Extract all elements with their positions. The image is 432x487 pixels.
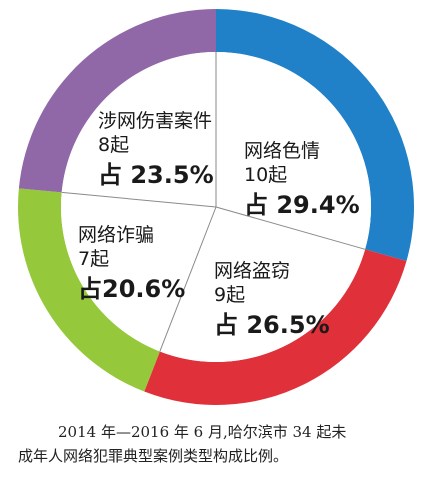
caption-line-1: 2014 年—2016 年 6 月,哈尔滨市 34 起未	[58, 423, 347, 441]
donut-slice	[17, 188, 160, 392]
count-label: 10起	[244, 163, 288, 186]
donut-slice	[144, 249, 407, 406]
slice-divider	[159, 206, 217, 352]
percent-label: 占 26.5%	[214, 310, 330, 339]
donut-slice	[216, 9, 414, 262]
category-label: 网络色情	[244, 140, 321, 162]
figure-caption: 2014 年—2016 年 6 月,哈尔滨市 34 起未 成年人网络犯罪典型案例…	[18, 420, 418, 468]
count-label: 7起	[78, 247, 110, 270]
donut-chart: 网络色情 10起 占 29.4% 网络盗窃 9起 占 26.5% 网络诈骗 7起…	[17, 9, 414, 406]
donut-slice	[18, 9, 217, 193]
percent-label: 占 23.5%	[98, 160, 214, 189]
slice-divider	[61, 191, 217, 208]
count-label: 8起	[98, 133, 130, 156]
label-network-fraud: 网络诈骗 7起 占20.6%	[78, 224, 185, 304]
caption-line-2: 成年人网络犯罪典型案例类型构成比例。	[18, 447, 289, 465]
count-label: 9起	[214, 283, 246, 306]
percent-label: 占20.6%	[78, 274, 186, 303]
label-network-injury: 涉网伤害案件 8起 占 23.5%	[98, 110, 218, 190]
category-label: 网络盗窃	[214, 260, 291, 282]
donut-chart-svg	[17, 9, 414, 406]
category-label: 网络诈骗	[78, 224, 155, 246]
percent-label: 占 29.4%	[244, 190, 360, 219]
slice-divider	[215, 206, 366, 250]
label-network-porn: 网络色情 10起 占 29.4%	[244, 140, 360, 220]
category-label: 涉网伤害案件	[98, 110, 213, 132]
label-network-theft: 网络盗窃 9起 占 26.5%	[214, 260, 330, 340]
